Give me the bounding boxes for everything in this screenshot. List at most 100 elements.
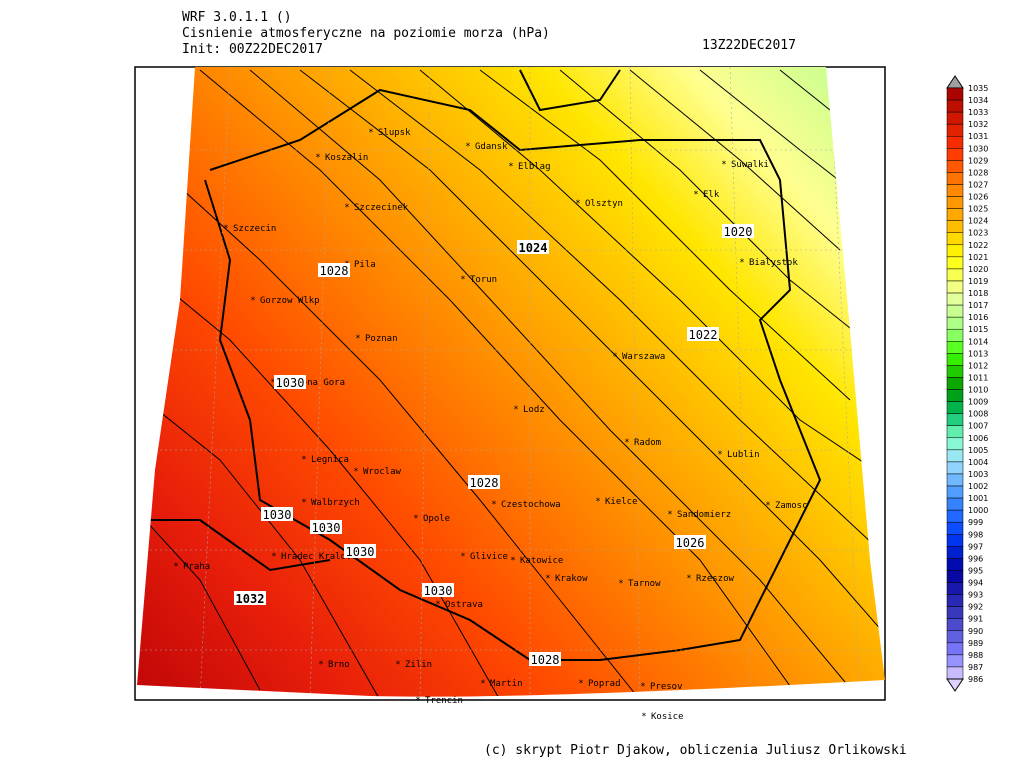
colorbar-box [946, 196, 964, 209]
header: WRF 3.0.1.1 () Cisnienie atmosferyczne n… [182, 10, 796, 57]
contour-label: 1028 [470, 476, 499, 490]
city-marker: * [271, 552, 276, 562]
city-name: Glivice [470, 552, 508, 562]
city-marker: * [513, 405, 518, 415]
colorbar-label: 997 [968, 542, 983, 551]
contour-label: 1020 [724, 225, 753, 239]
city-name: Trencin [425, 696, 463, 706]
city-name: Szczecin [233, 224, 276, 234]
city-name: Sandomierz [677, 510, 731, 520]
city-name: Szczecinek [354, 203, 409, 213]
colorbar-label: 1016 [968, 313, 988, 322]
contour-label-bg [261, 507, 293, 521]
colorbar-box [946, 316, 964, 330]
colorbar-label: 1034 [968, 96, 988, 105]
colorbar-box [946, 570, 964, 583]
city-name: Poznan [365, 334, 398, 344]
city-marker: * [270, 378, 275, 388]
city-marker: * [686, 574, 691, 584]
city-name: Olsztyn [585, 199, 623, 209]
city-name: Poprad [588, 679, 621, 689]
colorbar-box [946, 244, 964, 258]
colorbar-label: 1024 [968, 217, 988, 226]
colorbar-box [946, 111, 964, 125]
colorbar-box [946, 87, 964, 101]
colorbar-label: 999 [968, 518, 983, 527]
contour-label: 1030 [276, 376, 305, 390]
city-name: Lodz [523, 405, 545, 415]
contour-labels: 1024 1020 1028 1022 1030 1028 1030 1030 1030 1026… [234, 224, 754, 667]
contour-label-bg [344, 544, 376, 558]
colorbar-box [946, 232, 964, 246]
colorbar-box [946, 123, 964, 137]
cities: * Slupsk* Koszalin* Gdansk* Elblag * Suwalki* E… [173, 128, 807, 722]
colorbar-box [946, 268, 964, 282]
city-name: Ostrava [445, 600, 483, 610]
colorbar-label: 991 [968, 615, 983, 624]
colorbar-box [946, 172, 964, 185]
colorbar-box [946, 353, 964, 366]
colorbar-box [946, 497, 964, 511]
city-name: Torun [470, 275, 497, 285]
city-marker: * [480, 679, 485, 689]
city-marker: * [355, 334, 360, 344]
valid-time: 13Z22DEC2017 [702, 38, 796, 53]
city-name: Krakow [555, 574, 588, 584]
colorbar-label: 1011 [968, 373, 988, 382]
contour-label: 1024 [519, 241, 548, 255]
city-name: Katowice [520, 556, 563, 566]
city-marker: * [301, 498, 306, 508]
colorbar-label: 1032 [968, 120, 988, 129]
city-marker: * [545, 574, 550, 584]
colorbar-label: 995 [968, 566, 983, 575]
colorbar-label: 1003 [968, 470, 988, 479]
colorbar-label: 1001 [968, 494, 988, 503]
colorbar-label: 1031 [968, 132, 988, 141]
city-name: Hradec Kralove [281, 552, 357, 562]
colorbar-label: 1015 [968, 325, 988, 334]
city-name: Brno [328, 660, 350, 670]
colorbar-label: 1021 [968, 253, 988, 262]
colorbar-box [946, 546, 964, 559]
colorbar-box [946, 654, 964, 668]
city-name: Kosice [651, 712, 684, 722]
colorbar-label: 994 [968, 579, 983, 588]
city-marker: * [460, 275, 465, 285]
city-marker: * [368, 128, 373, 138]
city-marker: * [508, 162, 513, 172]
colorbar-box [946, 413, 964, 426]
city-name: Legnica [311, 455, 349, 465]
contour-label-bg [234, 591, 266, 605]
contour-label-bg [468, 475, 500, 489]
city-marker: * [173, 562, 178, 572]
colorbar-label: 1012 [968, 361, 988, 370]
colorbar-label: 1013 [968, 349, 988, 358]
colorbar-box [946, 558, 964, 571]
colorbar-box [946, 461, 964, 475]
city-name: Kielce [605, 497, 638, 507]
city-name: Gorzow Wlkp [260, 296, 320, 306]
city-name: Pila [354, 260, 376, 270]
city-marker: * [415, 696, 420, 706]
colorbar-label: 1008 [968, 410, 988, 419]
colorbar-label: 1002 [968, 482, 988, 491]
colorbar-label: 1029 [968, 156, 988, 165]
colorbar-box [946, 148, 964, 161]
city-marker: * [765, 501, 770, 511]
colorbar-bottom [946, 678, 964, 692]
contour-label: 1030 [346, 545, 375, 559]
colorbar-label: 1017 [968, 301, 988, 310]
contour-label-bg [529, 652, 561, 666]
colorbar-box [946, 401, 964, 414]
city-name: Elk [703, 190, 720, 200]
colorbar-box [946, 292, 964, 306]
contour-label: 1030 [424, 584, 453, 598]
colorbar-label: 990 [968, 627, 983, 636]
colorbar-label: 1019 [968, 277, 988, 286]
init: Init: 00Z22DEC2017 [182, 42, 323, 57]
city-marker: * [344, 203, 349, 213]
colorbar-box [946, 582, 964, 595]
colorbar-label: 986 [968, 675, 983, 684]
colorbar-label: 1020 [968, 265, 988, 274]
colorbar-label: 987 [968, 663, 983, 672]
